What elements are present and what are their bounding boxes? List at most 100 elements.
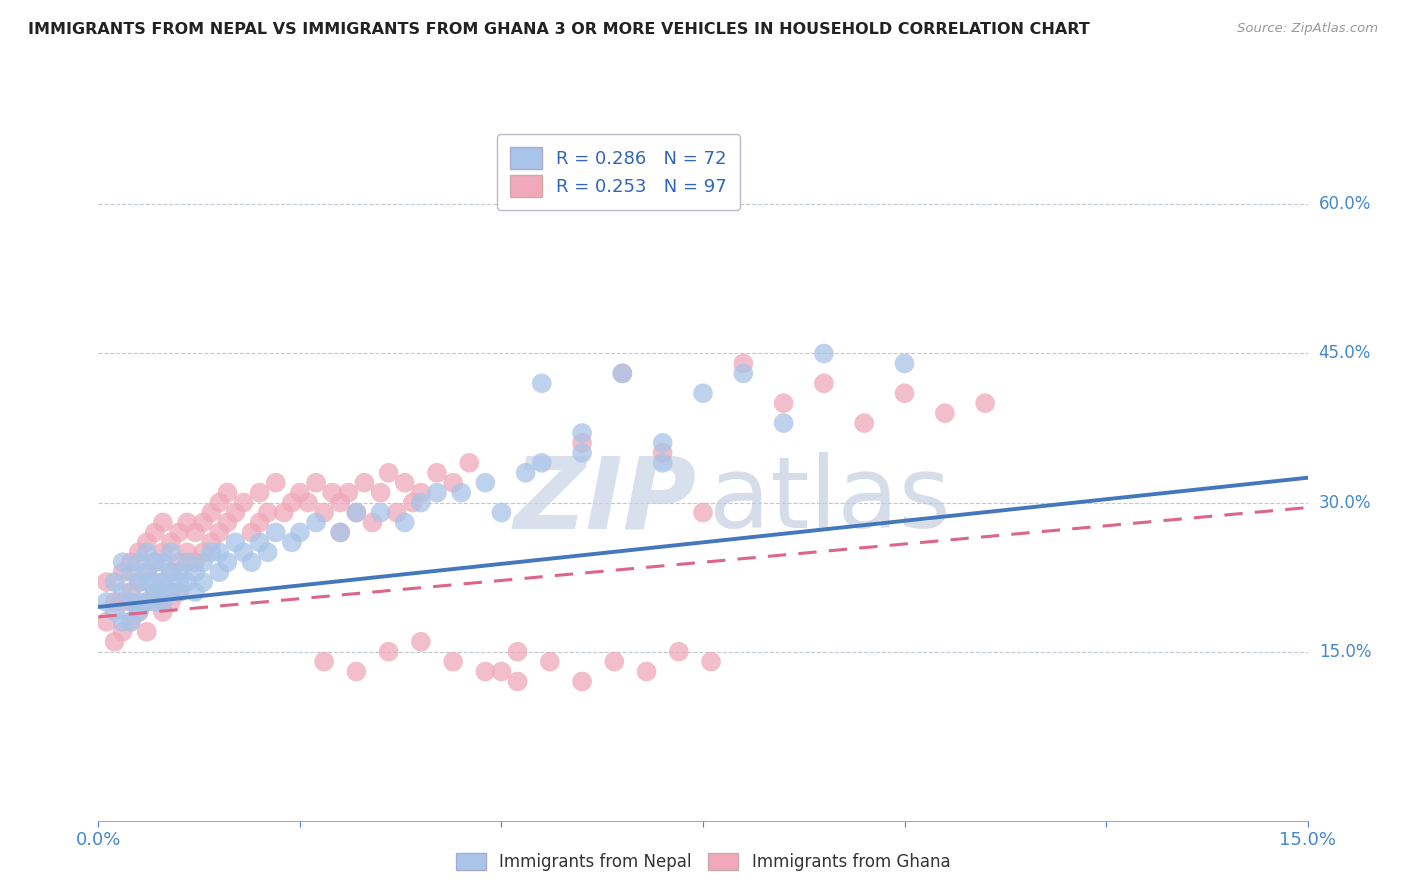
Point [506, 645, 529, 659]
Point [167, 585, 190, 599]
Point [184, 585, 207, 599]
Point [377, 645, 399, 659]
Point [111, 595, 134, 609]
Point [329, 525, 352, 540]
Point [450, 485, 472, 500]
Text: 30.0%: 30.0% [1319, 493, 1371, 512]
Point [193, 575, 215, 590]
Point [152, 575, 174, 590]
Point [530, 376, 553, 391]
Point [934, 406, 956, 420]
Point [402, 495, 425, 509]
Point [772, 396, 794, 410]
Point [458, 456, 481, 470]
Point [96, 615, 118, 629]
Point [208, 525, 231, 540]
Point [441, 655, 464, 669]
Point [515, 466, 537, 480]
Point [506, 674, 529, 689]
Point [273, 506, 295, 520]
Point [184, 555, 207, 569]
Point [152, 605, 174, 619]
Point [128, 605, 150, 619]
Point [651, 456, 673, 470]
Point [152, 585, 174, 599]
Point [208, 495, 231, 509]
Point [571, 674, 593, 689]
Point [103, 595, 125, 609]
Point [103, 634, 125, 648]
Point [321, 485, 343, 500]
Point [135, 545, 157, 559]
Point [217, 555, 239, 569]
Point [152, 555, 174, 569]
Point [193, 545, 215, 559]
Point [111, 565, 134, 579]
Point [288, 525, 311, 540]
Point [160, 535, 183, 549]
Point [217, 485, 239, 500]
Text: ZIP: ZIP [515, 452, 697, 549]
Point [152, 516, 174, 530]
Point [167, 565, 190, 579]
Point [160, 595, 183, 609]
Point [111, 585, 134, 599]
Point [314, 655, 336, 669]
Point [184, 525, 207, 540]
Point [128, 575, 150, 590]
Point [297, 495, 319, 509]
Point [571, 446, 593, 460]
Point [337, 485, 360, 500]
Text: 60.0%: 60.0% [1319, 195, 1371, 213]
Point [571, 436, 593, 450]
Point [176, 575, 198, 590]
Point [394, 475, 416, 490]
Point [651, 446, 673, 460]
Point [128, 545, 150, 559]
Point [329, 525, 352, 540]
Text: 15.0%: 15.0% [1319, 642, 1371, 661]
Point [314, 506, 336, 520]
Point [96, 595, 118, 609]
Point [370, 485, 392, 500]
Point [224, 535, 246, 549]
Text: atlas: atlas [709, 452, 950, 549]
Point [370, 506, 392, 520]
Point [772, 416, 794, 430]
Point [305, 475, 328, 490]
Point [176, 545, 198, 559]
Point [152, 575, 174, 590]
Point [441, 475, 464, 490]
Point [426, 466, 449, 480]
Point [111, 624, 134, 639]
Point [167, 555, 190, 569]
Point [96, 575, 118, 590]
Point [240, 555, 263, 569]
Point [409, 485, 432, 500]
Point [193, 555, 215, 569]
Point [208, 545, 231, 559]
Point [692, 506, 714, 520]
Point [612, 367, 634, 381]
Point [135, 575, 157, 590]
Point [128, 575, 150, 590]
Point [232, 545, 254, 559]
Point [143, 595, 166, 609]
Point [409, 495, 432, 509]
Text: Source: ZipAtlas.com: Source: ZipAtlas.com [1237, 22, 1378, 36]
Point [344, 665, 367, 679]
Point [474, 665, 496, 679]
Point [120, 615, 142, 629]
Point [193, 516, 215, 530]
Point [853, 416, 876, 430]
Point [135, 565, 157, 579]
Point [893, 386, 915, 401]
Point [120, 595, 142, 609]
Point [160, 565, 183, 579]
Point [167, 525, 190, 540]
Point [426, 485, 449, 500]
Point [135, 565, 157, 579]
Point [530, 456, 553, 470]
Point [668, 645, 690, 659]
Point [232, 495, 254, 509]
